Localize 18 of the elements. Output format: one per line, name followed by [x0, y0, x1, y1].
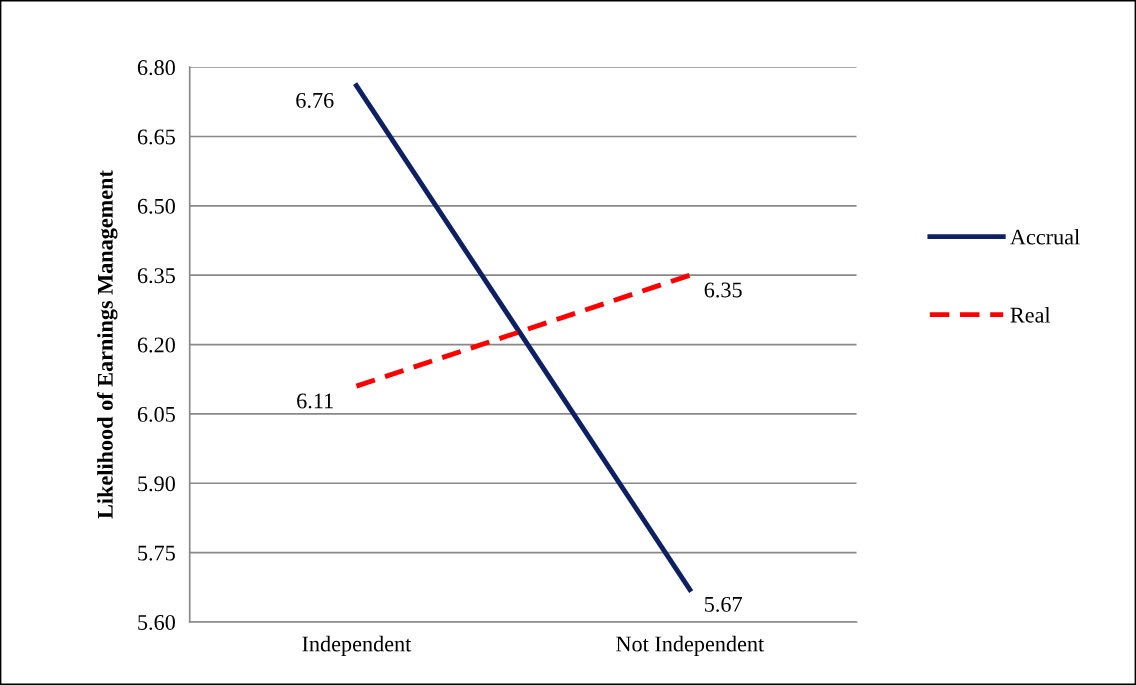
data-label: 5.67	[705, 596, 742, 612]
y-tick-label: 6.65	[137, 129, 175, 145]
y-tick-label: 6.05	[137, 406, 175, 422]
legend-label: Real	[1010, 307, 1051, 323]
y-tick-label: 6.20	[137, 337, 175, 353]
y-tick-label: 5.60	[138, 614, 175, 631]
y-tick-label: 6.50	[137, 198, 175, 214]
y-tick-label: 5.75	[138, 545, 175, 561]
x-tick-label: Independent	[302, 635, 412, 657]
y-tick-label: 6.35	[137, 268, 175, 284]
data-label: 6.11	[297, 393, 333, 409]
y-tick-label: 6.80	[137, 60, 175, 76]
data-label: 6.76	[296, 92, 334, 108]
y-axis-title: Likelihood of Earnings Management	[96, 170, 118, 519]
legend-label: Accrual	[1010, 228, 1080, 245]
y-tick-label: 5.90	[138, 476, 175, 492]
data-label: 6.35	[704, 282, 742, 298]
x-tick-label: Not Independent	[616, 635, 765, 657]
